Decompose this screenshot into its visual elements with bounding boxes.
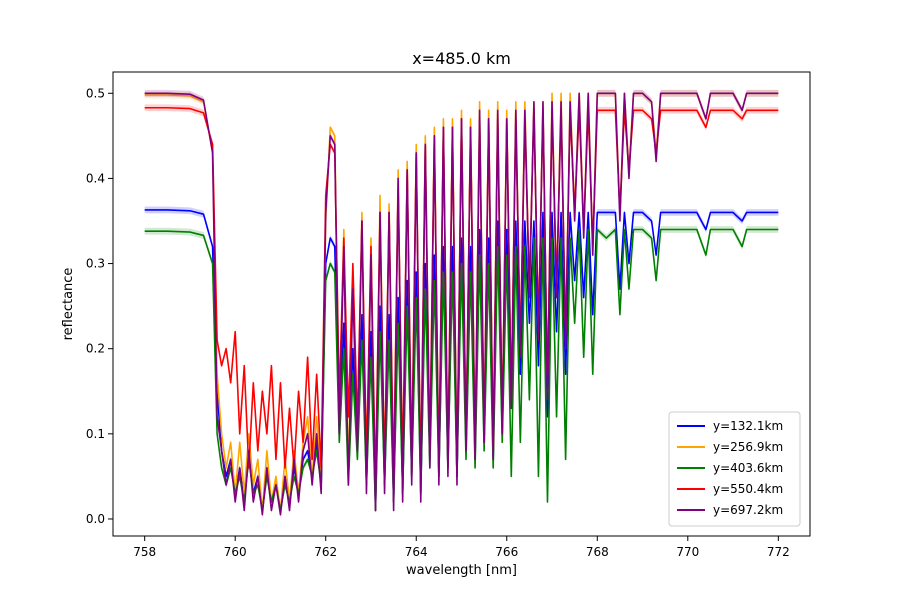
y-tick-label: 0.3 <box>86 257 105 271</box>
y-tick-label: 0.1 <box>86 427 105 441</box>
chart-title: x=485.0 km <box>412 49 511 68</box>
series-layer <box>144 89 779 519</box>
y-axis-label: reflectance <box>61 268 76 341</box>
x-tick-label: 772 <box>767 545 790 559</box>
legend-label: y=256.9km <box>713 440 783 454</box>
x-tick-label: 770 <box>676 545 699 559</box>
x-tick-label: 762 <box>314 545 337 559</box>
x-tick-label: 766 <box>495 545 518 559</box>
series-line-5 <box>144 92 779 516</box>
y-tick-label: 0.0 <box>86 512 105 526</box>
legend-label: y=550.4km <box>713 482 783 496</box>
legend-label: y=403.6km <box>713 461 783 475</box>
x-axis-label: wavelength [nm] <box>406 563 517 578</box>
x-axis: 758 760 762 764 766 768 770 772 <box>133 536 790 559</box>
plot-area-frame <box>112 71 811 537</box>
legend-box <box>668 411 801 527</box>
y-axis: 0.0 0.1 0.2 0.3 0.4 0.5 <box>86 86 113 526</box>
x-tick-label: 764 <box>405 545 428 559</box>
x-tick-label: 758 <box>133 545 156 559</box>
x-tick-label: 768 <box>586 545 609 559</box>
y-tick-label: 0.5 <box>86 86 105 100</box>
y-tick-label: 0.2 <box>86 342 105 356</box>
y-tick-label: 0.4 <box>86 171 105 185</box>
legend-label: y=132.1km <box>713 419 783 433</box>
legend: y=132.1km y=256.9km y=403.6km y=550.4km y=69… <box>668 411 801 527</box>
x-tick-label: 760 <box>224 545 247 559</box>
legend-label: y=697.2km <box>713 503 783 517</box>
